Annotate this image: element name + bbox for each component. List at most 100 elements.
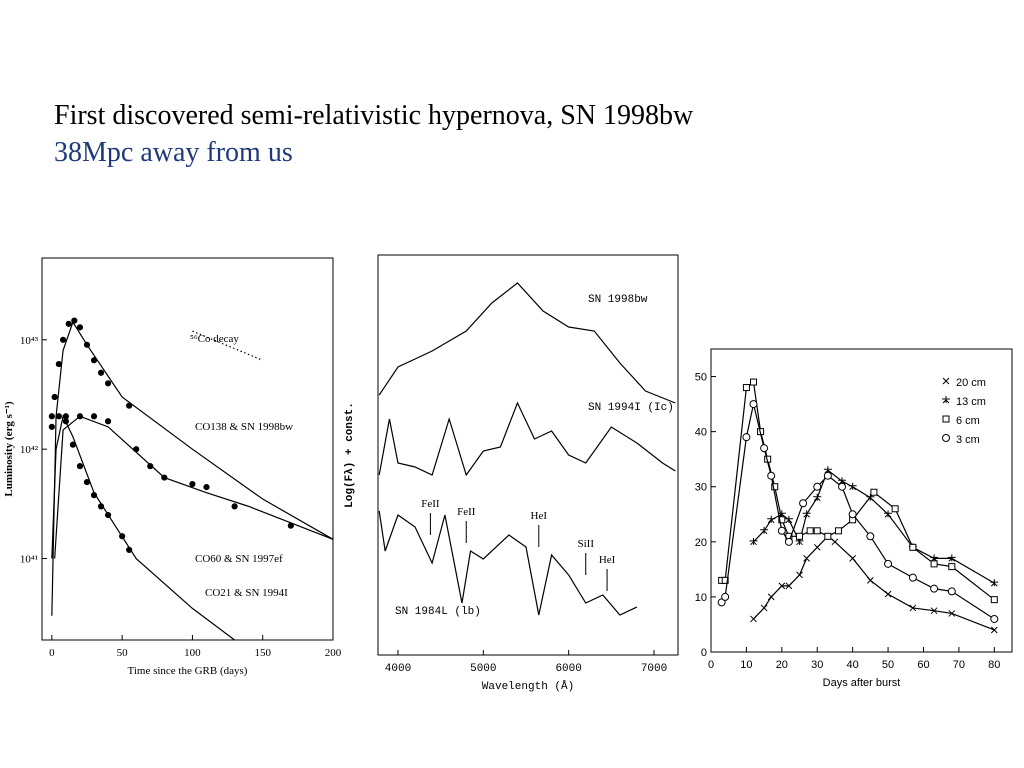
x-tick-label: 6000 [555, 663, 581, 675]
series-line [378, 282, 676, 404]
data-point [76, 324, 84, 331]
x-tick-label: 80 [988, 659, 1000, 671]
y-tick-label: 10⁴³ [20, 335, 39, 347]
series-line [54, 415, 334, 559]
data-point [813, 493, 822, 502]
x-tick-label: 150 [254, 647, 271, 659]
data-point [721, 592, 730, 601]
data-point [942, 396, 950, 404]
legend-label: 6 cm [956, 415, 980, 427]
data-point [891, 505, 899, 513]
x-axis-label: Days after burst [823, 677, 901, 689]
data-point [784, 515, 793, 524]
x-tick-label: 70 [953, 659, 965, 671]
annotation: SN 1994I (Ic) [588, 402, 674, 414]
annotation: ⁵⁶Co decay [190, 333, 239, 345]
x-axis-label: Wavelength (Å) [482, 680, 574, 693]
x-tick-label: 100 [184, 647, 201, 659]
y-tick-label: 20 [695, 537, 707, 549]
data-point [942, 434, 950, 442]
data-point [948, 610, 956, 617]
series-line [51, 320, 334, 616]
data-point [760, 444, 769, 453]
data-point [813, 482, 822, 491]
x-tick-label: 20 [776, 659, 788, 671]
data-point [802, 510, 811, 518]
data-point [834, 527, 842, 535]
data-point [942, 377, 950, 385]
x-tick-label: 30 [811, 659, 823, 671]
series-line [721, 403, 995, 620]
data-point [990, 614, 999, 623]
data-point [909, 543, 917, 551]
data-point [76, 463, 84, 470]
data-point [760, 604, 768, 612]
data-point [785, 582, 793, 590]
annotation: CO138 & SN 1998bw [195, 421, 293, 433]
data-point [97, 369, 105, 376]
data-point [813, 527, 821, 535]
data-point [90, 357, 98, 364]
data-point [942, 415, 950, 423]
data-point [813, 543, 821, 551]
data-point [823, 471, 832, 480]
y-axis-label: Log(Fλ) + const. [344, 402, 356, 508]
legend-label: 13 cm [956, 396, 986, 408]
data-point [824, 532, 832, 540]
data-point [838, 482, 847, 491]
data-point [749, 537, 758, 546]
x-tick-label: 50 [882, 659, 894, 671]
y-axis-label: Luminosity (erg s⁻¹) [3, 401, 15, 497]
data-point [796, 571, 803, 579]
data-point [831, 538, 839, 546]
feature-label: HeI [599, 554, 616, 566]
data-point [126, 402, 133, 409]
data-point [231, 503, 238, 510]
data-point [930, 584, 939, 593]
data-point [767, 593, 775, 601]
data-point [189, 480, 196, 488]
data-point [947, 587, 956, 596]
x-tick-label: 10 [740, 659, 752, 671]
y-tick-label: 10⁴¹ [20, 554, 38, 566]
data-point [147, 463, 154, 470]
annotation: CO60 & SN 1997ef [195, 553, 283, 565]
feature-label: FeII [457, 506, 476, 518]
y-tick-label: 10 [695, 592, 707, 604]
series-line [753, 469, 995, 584]
series-line [378, 510, 638, 616]
data-point [990, 626, 998, 634]
x-tick-label: 200 [325, 647, 342, 659]
feature-label: FeII [421, 498, 440, 510]
data-point [203, 484, 210, 491]
data-point [749, 400, 758, 409]
x-tick-label: 4000 [385, 663, 411, 675]
data-point [866, 532, 875, 541]
series-line [378, 401, 676, 477]
y-tick-label: 0 [701, 647, 707, 659]
data-point [778, 582, 786, 590]
data-point [930, 607, 938, 615]
data-point [760, 526, 769, 535]
x-tick-label: 5000 [470, 663, 496, 675]
data-point [777, 510, 786, 518]
data-point [784, 537, 793, 546]
data-point [909, 604, 917, 612]
y-tick-label: 50 [695, 372, 707, 384]
data-point [848, 482, 857, 491]
data-point [884, 510, 893, 518]
data-point [90, 413, 98, 420]
slide-subtitle: 38Mpc away from us [54, 137, 293, 168]
data-point [59, 336, 67, 343]
data-point [55, 413, 62, 420]
data-point [930, 554, 939, 562]
data-point [849, 554, 857, 562]
data-point [930, 560, 938, 568]
annotation: SN 1984L (lb) [395, 606, 481, 618]
x-axis-label: Time since the GRB (days) [128, 665, 248, 677]
feature-label: HeI [531, 510, 548, 522]
legend-label: 3 cm [956, 434, 980, 446]
data-point [947, 554, 956, 562]
